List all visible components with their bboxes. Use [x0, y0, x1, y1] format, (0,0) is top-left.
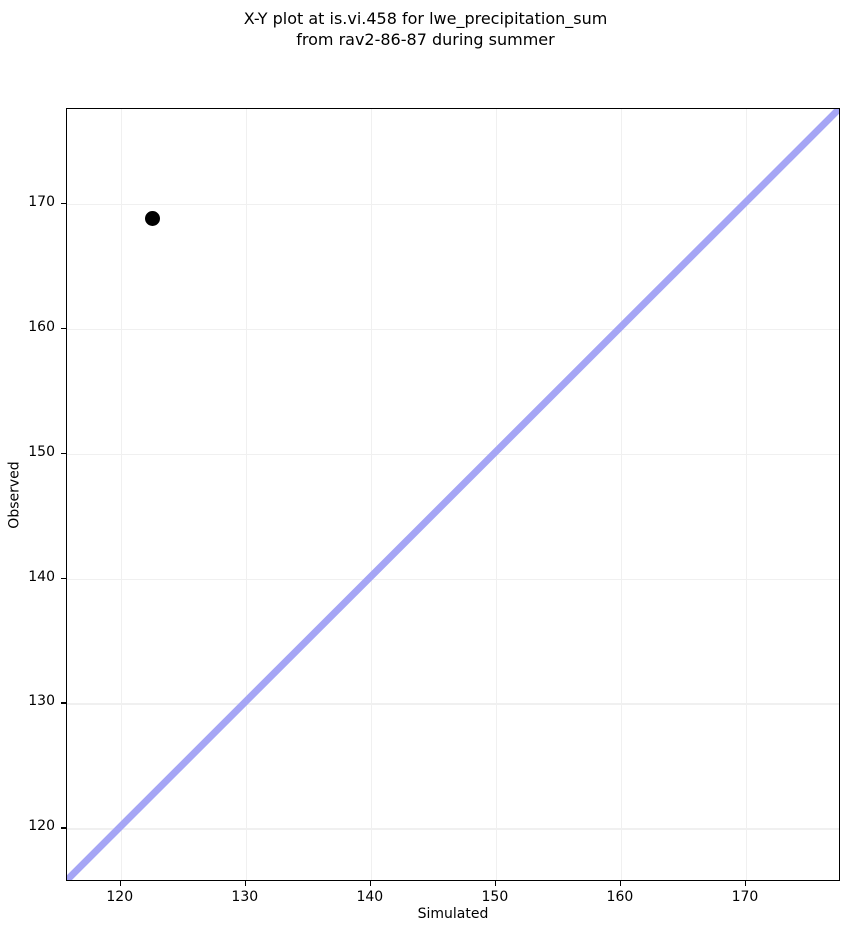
y-tick-label: 160	[28, 318, 55, 335]
y-axis-label: Observed	[6, 461, 23, 529]
y-tick-mark	[61, 327, 66, 330]
gridline-horizontal	[67, 203, 839, 206]
x-tick-label: 150	[481, 889, 509, 905]
y-tick-mark	[61, 452, 66, 454]
y-tick-label: 130	[28, 693, 55, 710]
gridline-vertical	[120, 109, 123, 880]
x-tick-label: 130	[231, 889, 259, 905]
x-tick-mark	[494, 881, 497, 886]
gridline-horizontal	[67, 453, 839, 456]
x-tick-label: 170	[731, 889, 759, 905]
y-tick-label: 150	[28, 443, 55, 460]
x-tick-mark	[369, 881, 372, 886]
gridline-vertical	[620, 109, 623, 880]
gridline-horizontal	[67, 578, 839, 580]
gridline-vertical	[745, 109, 748, 880]
plot-area	[66, 108, 840, 881]
x-tick-mark	[119, 881, 122, 886]
x-tick-label: 160	[606, 889, 634, 905]
one-to-one-reference-line	[67, 109, 839, 880]
gridline-horizontal	[67, 828, 839, 830]
scatter-point	[144, 211, 160, 227]
x-axis-label: Simulated	[417, 906, 489, 922]
gridline-vertical	[495, 109, 498, 880]
gridline-vertical	[245, 109, 248, 880]
y-tick-mark	[61, 827, 66, 829]
y-tick-mark	[61, 702, 66, 704]
x-tick-label: 140	[356, 889, 384, 905]
gridline-vertical	[370, 109, 373, 880]
y-tick-mark	[61, 202, 66, 205]
x-tick-mark	[244, 881, 247, 886]
gridline-horizontal	[67, 328, 839, 331]
y-tick-label: 140	[28, 568, 55, 585]
x-tick-mark	[744, 881, 747, 886]
y-tick-mark	[61, 577, 66, 579]
x-tick-mark	[619, 881, 622, 886]
gridline-horizontal	[67, 703, 839, 705]
chart-title: X-Y plot at is.vi.458 for lwe_precipitat…	[243, 9, 608, 49]
x-tick-label: 120	[106, 889, 134, 905]
y-tick-label: 170	[28, 193, 55, 210]
y-tick-label: 120	[28, 818, 55, 835]
